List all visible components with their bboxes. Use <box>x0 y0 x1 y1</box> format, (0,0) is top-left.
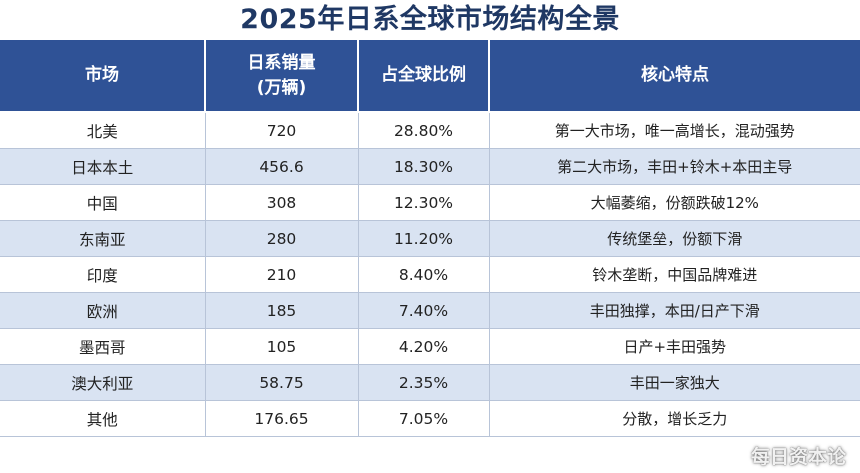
cell-share: 8.40% <box>358 256 490 293</box>
cell-share: 28.80% <box>358 112 490 149</box>
header-feature: 核心特点 <box>489 40 860 113</box>
cell-sales: 210 <box>205 256 359 293</box>
table-row: 澳大利亚 58.75 2.35% 丰田一家独大 <box>0 364 860 401</box>
cell-market: 北美 <box>0 112 206 149</box>
cell-feature: 第一大市场，唯一高增长，混动强势 <box>489 112 860 149</box>
header-market: 市场 <box>0 40 206 113</box>
table-header-row: 市场 日系销量 (万辆) 占全球比例 核心特点 <box>0 40 860 113</box>
cell-feature: 丰田一家独大 <box>489 364 860 401</box>
cell-market: 欧洲 <box>0 292 206 329</box>
cell-feature: 第二大市场，丰田+铃木+本田主导 <box>489 148 860 185</box>
cell-market: 其他 <box>0 400 206 437</box>
cell-sales: 58.75 <box>205 364 359 401</box>
header-sales-line1: 日系销量 <box>247 52 316 73</box>
table-row: 北美 720 28.80% 第一大市场，唯一高增长，混动强势 <box>0 112 860 149</box>
table-row: 东南亚 280 11.20% 传统堡垒，份额下滑 <box>0 220 860 257</box>
cell-feature: 传统堡垒，份额下滑 <box>489 220 860 257</box>
cell-sales: 456.6 <box>205 148 359 185</box>
cell-feature: 日产+丰田强势 <box>489 328 860 365</box>
cell-share: 11.20% <box>358 220 490 257</box>
cell-feature: 丰田独撑，本田/日产下滑 <box>489 292 860 329</box>
cell-share: 7.40% <box>358 292 490 329</box>
header-share: 占全球比例 <box>358 40 490 113</box>
cell-feature: 分散，增长乏力 <box>489 400 860 437</box>
market-structure-table: 市场 日系销量 (万辆) 占全球比例 核心特点 北美 720 28.80% 第一大市场… <box>0 40 860 437</box>
cell-share: 4.20% <box>358 328 490 365</box>
cell-market: 印度 <box>0 256 206 293</box>
cell-share: 18.30% <box>358 148 490 185</box>
cell-sales: 176.65 <box>205 400 359 437</box>
header-sales: 日系销量 (万辆) <box>205 40 359 113</box>
cell-sales: 105 <box>205 328 359 365</box>
cell-sales: 185 <box>205 292 359 329</box>
table-row: 日本本土 456.6 18.30% 第二大市场，丰田+铃木+本田主导 <box>0 148 860 185</box>
table-row: 墨西哥 105 4.20% 日产+丰田强势 <box>0 328 860 365</box>
cell-sales: 280 <box>205 220 359 257</box>
cell-market: 中国 <box>0 184 206 221</box>
cell-market: 墨西哥 <box>0 328 206 365</box>
table-row: 其他 176.65 7.05% 分散，增长乏力 <box>0 400 860 437</box>
cell-share: 2.35% <box>358 364 490 401</box>
watermark: 每日资本论 <box>750 446 846 468</box>
page-title: 2025年日系全球市场结构全景 <box>240 4 620 35</box>
cell-share: 12.30% <box>358 184 490 221</box>
table-body: 北美 720 28.80% 第一大市场，唯一高增长，混动强势 日本本土 456.6 18.3… <box>0 112 860 437</box>
cell-share: 7.05% <box>358 400 490 437</box>
table-row: 中国 308 12.30% 大幅萎缩，份额跌破12% <box>0 184 860 221</box>
header-sales-line2: (万辆) <box>256 77 307 98</box>
cell-market: 澳大利亚 <box>0 364 206 401</box>
cell-market: 东南亚 <box>0 220 206 257</box>
cell-sales: 308 <box>205 184 359 221</box>
table-row: 欧洲 185 7.40% 丰田独撑，本田/日产下滑 <box>0 292 860 329</box>
table-row: 印度 210 8.40% 铃木垄断，中国品牌难进 <box>0 256 860 293</box>
cell-sales: 720 <box>205 112 359 149</box>
cell-market: 日本本土 <box>0 148 206 185</box>
cell-feature: 大幅萎缩，份额跌破12% <box>489 184 860 221</box>
cell-feature: 铃木垄断，中国品牌难进 <box>489 256 860 293</box>
